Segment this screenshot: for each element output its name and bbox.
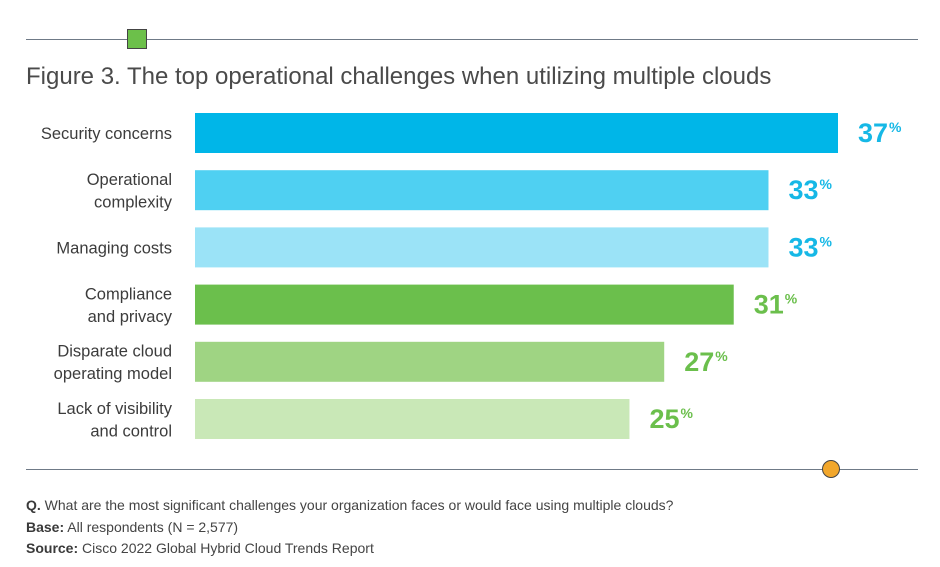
value-label: 31% bbox=[754, 290, 798, 320]
value-label: 33% bbox=[788, 232, 832, 262]
source-line: Source: Cisco 2022 Global Hybrid Cloud T… bbox=[26, 538, 673, 560]
question-line: Q. What are the most significant challen… bbox=[26, 495, 673, 517]
category-label: and privacy bbox=[88, 308, 173, 326]
figure-footer: Q. What are the most significant challen… bbox=[26, 495, 673, 560]
base-label: Base: bbox=[26, 518, 65, 535]
value-label: 37% bbox=[858, 118, 902, 148]
source-label: Source: bbox=[26, 540, 79, 556]
category-label: Security concerns bbox=[41, 125, 172, 143]
base-text: All respondents (N = 2,577) bbox=[67, 518, 239, 535]
category-label: Lack of visibility bbox=[57, 400, 172, 418]
question-text: What are the most significant challenges… bbox=[44, 497, 674, 513]
category-label: operating model bbox=[54, 365, 172, 383]
category-label: Disparate cloud bbox=[57, 343, 172, 361]
bar bbox=[195, 399, 630, 439]
value-label: 25% bbox=[649, 404, 693, 434]
category-label: complexity bbox=[94, 193, 173, 211]
bar bbox=[195, 341, 665, 382]
source-text: Cisco 2022 Global Hybrid Cloud Trends Re… bbox=[82, 540, 374, 556]
top-divider-line bbox=[26, 39, 918, 40]
bar bbox=[195, 284, 734, 325]
question-label: Q. bbox=[26, 497, 41, 513]
bar bbox=[195, 227, 769, 268]
figure-title: Figure 3. The top operational challenges… bbox=[26, 63, 772, 90]
value-label: 33% bbox=[788, 175, 832, 205]
category-label: and control bbox=[90, 422, 172, 440]
category-label: Compliance bbox=[85, 285, 172, 303]
bar bbox=[195, 113, 838, 153]
orange-circle-marker bbox=[822, 460, 840, 478]
green-square-marker bbox=[127, 29, 147, 49]
value-label: 27% bbox=[684, 347, 728, 377]
category-label: Managing costs bbox=[56, 239, 172, 257]
base-line: Base: All respondents (N = 2,577) bbox=[26, 517, 673, 539]
bar bbox=[195, 170, 769, 211]
bottom-divider-line bbox=[26, 469, 918, 470]
category-label: Operational bbox=[87, 171, 172, 189]
